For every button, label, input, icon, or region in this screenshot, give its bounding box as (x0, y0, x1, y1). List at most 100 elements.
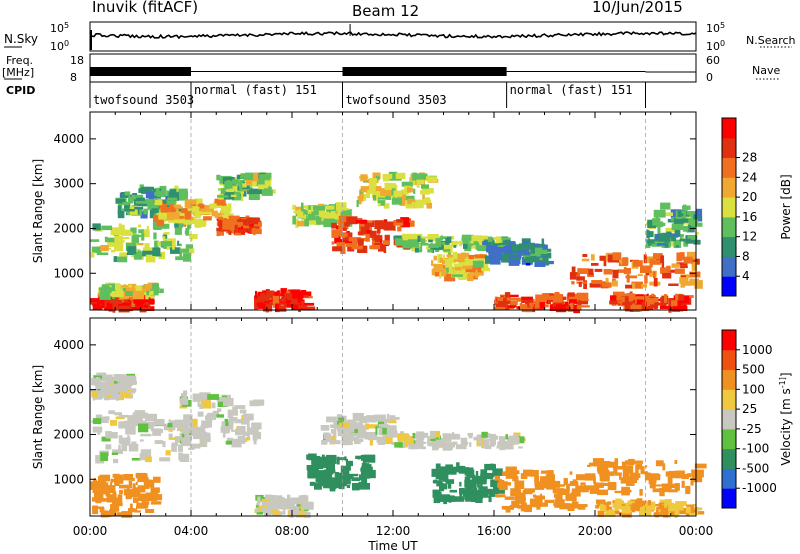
power-panel-cell (672, 304, 682, 312)
power-panel-cell (366, 191, 370, 198)
power-panel-cell (258, 304, 266, 309)
velocity-panel-cell (504, 506, 514, 510)
power-panel-cell (292, 304, 304, 311)
velocity-panel-cell (351, 477, 360, 481)
velocity-panel-cell (564, 479, 568, 486)
power-panel-cell (509, 255, 521, 260)
velocity-panel-cell (607, 481, 617, 491)
velocity-panel-cell (345, 424, 355, 433)
power-panel-cell (184, 230, 188, 234)
power-panel-cell (277, 305, 287, 312)
power-panel-cell (594, 268, 603, 272)
velocity-panel-cell (584, 473, 596, 481)
velocity-panel-cell (199, 403, 203, 409)
velocity-panel-cell (96, 498, 109, 502)
station-title: Inuvik (fitACF) (92, 0, 199, 16)
power-panel-cell (544, 295, 555, 300)
velocity-panel-cell (144, 456, 152, 463)
power-panel-cell (499, 247, 511, 253)
power-panel-cell (293, 210, 300, 214)
time-tick-label: 00:00 (679, 524, 714, 538)
power-panel-cell (250, 188, 262, 194)
power-panel-cell (346, 216, 358, 225)
power-panel-cell (617, 260, 627, 263)
power-panel-cell (396, 194, 407, 200)
power-panel-cell (332, 246, 343, 252)
power-panel-cell (441, 242, 446, 245)
power-panel-cell (217, 195, 229, 198)
velocity-panel-cell (114, 477, 124, 484)
power-panel-cell (93, 303, 101, 311)
power-panel-cell (571, 281, 575, 285)
velocity-panel-cell (113, 380, 122, 386)
velocity-panel-cell (283, 507, 286, 515)
power-panel-cell (232, 179, 240, 184)
power-panel-ytick-label: 3000 (53, 177, 84, 191)
velocity-colorbar-swatch (722, 488, 736, 509)
velocity-panel-cell (181, 429, 190, 434)
velocity-panel-cell (127, 508, 135, 512)
power-panel-cell (119, 291, 130, 300)
velocity-panel-cell (194, 426, 199, 432)
power-panel-cell (119, 208, 127, 211)
power-panel-cell (295, 219, 299, 228)
power-panel-cell (416, 179, 425, 185)
velocity-panel-cell (105, 485, 116, 494)
velocity-panel-cell (498, 436, 503, 441)
velocity-panel-cell (352, 483, 360, 491)
power-colorbar-tick-label: 24 (742, 170, 757, 184)
velocity-panel-cell (450, 468, 463, 473)
power-panel-cell (263, 290, 268, 296)
velocity-panel-cell (432, 489, 441, 498)
power-panel-cell (220, 219, 231, 222)
velocity-panel-cell (664, 499, 670, 505)
velocity-panel-cell (666, 483, 678, 488)
power-panel-cell (272, 295, 279, 304)
power-panel-cell (304, 302, 315, 306)
power-panel-cell (683, 241, 689, 247)
power-panel-cell (443, 244, 453, 253)
power-panel-cell (334, 234, 341, 244)
nave-label: Nave (752, 64, 781, 77)
velocity-panel-cell (311, 462, 320, 469)
power-panel-cell (246, 217, 252, 223)
power-panel-cell (228, 230, 232, 235)
velocity-panel-cell (655, 509, 659, 515)
velocity-panel-cell (139, 439, 144, 442)
power-panel-cell (190, 238, 193, 241)
power-panel-cell (129, 194, 133, 199)
power-panel-cell (153, 232, 157, 240)
velocity-panel-cell (477, 483, 480, 488)
velocity-panel-cell (113, 497, 120, 506)
velocity-panel-cell (488, 493, 492, 503)
velocity-panel-cell (140, 449, 152, 458)
velocity-panel-cell (467, 467, 474, 472)
power-panel-cell (609, 300, 618, 305)
power-panel-cell (442, 254, 445, 261)
velocity-panel-cell (557, 492, 560, 500)
velocity-colorbar-tick-label: 25 (742, 402, 757, 416)
power-panel-cell (532, 243, 540, 248)
power-panel-cell (402, 240, 413, 249)
power-panel-cell (651, 293, 655, 298)
velocity-panel-cell (553, 480, 561, 488)
power-panel-cell (313, 206, 325, 211)
velocity-panel-cell (162, 441, 166, 448)
power-panel-cell (636, 296, 645, 300)
velocity-panel-cell (363, 432, 375, 438)
power-panel-cell (671, 263, 680, 268)
power-panel-ytick-label: 2000 (53, 221, 84, 235)
velocity-panel-cell (358, 483, 370, 490)
velocity-panel-cell (541, 470, 553, 474)
power-panel-cell (121, 231, 133, 236)
power-panel-cell (455, 271, 464, 276)
velocity-panel-cell (455, 444, 467, 450)
power-panel-cell (373, 236, 380, 241)
power-panel-cell (212, 205, 222, 208)
velocity-panel-cell (419, 434, 427, 438)
power-panel-cell (582, 254, 588, 257)
power-panel-cell (653, 271, 656, 279)
velocity-panel-cell (445, 479, 455, 484)
velocity-panel-cell (595, 499, 605, 504)
power-panel-cell (535, 247, 547, 254)
